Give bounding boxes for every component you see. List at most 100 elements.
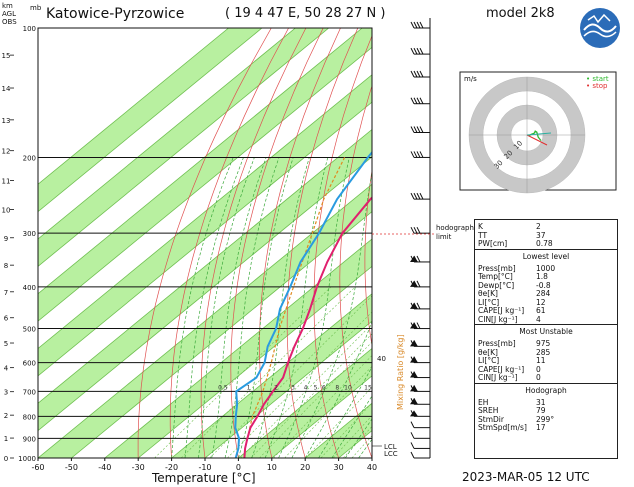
wind-barb-pennant xyxy=(410,356,418,363)
dry-adiabat xyxy=(286,28,359,458)
index-row-value: 2 xyxy=(536,222,541,231)
isotherm-line xyxy=(38,74,372,350)
index-row-value: 37 xyxy=(536,230,546,240)
station-coords: ( 19 4 47 E, 50 28 27 N ) xyxy=(225,6,386,21)
panel-separator xyxy=(475,248,617,250)
index-row: TT 37 xyxy=(478,231,614,240)
dry-adiabat xyxy=(617,28,634,458)
wind-barb-feather xyxy=(416,70,421,78)
moist-adiabat xyxy=(318,366,372,458)
wind-barb-pennant xyxy=(410,371,418,378)
wind-barb-feather xyxy=(416,255,421,263)
wind-barb-feather xyxy=(413,47,418,55)
wind-barb-feather xyxy=(413,126,418,133)
wind-barb-feather xyxy=(413,21,418,29)
most-unstable-row: Press[mb] 975 xyxy=(478,339,614,348)
wind-barb-feather xyxy=(416,97,421,104)
wind-barb-feather xyxy=(413,151,418,158)
wind-barb-feather xyxy=(410,226,415,234)
lowest-level-row: CAPE[J kg⁻¹] 61 xyxy=(478,306,614,315)
wind-barb-feather xyxy=(416,322,421,329)
x-tick-label: -40 xyxy=(98,463,111,472)
most-unstable-row-key: CIN[J kg⁻¹] xyxy=(478,373,518,382)
dry-adiabat xyxy=(230,28,324,458)
wind-barb-feather xyxy=(410,97,415,104)
wind-barb-pennant xyxy=(410,398,418,405)
isotherm-line xyxy=(38,46,372,322)
wind-barb-feather xyxy=(419,70,424,78)
isotherm-line xyxy=(38,28,263,213)
wind-barb-feather xyxy=(419,21,424,29)
pressure-tick-label: 300 xyxy=(23,230,36,238)
imgw-logo-icon xyxy=(580,8,620,48)
pressure-tick-label: 1000 xyxy=(18,455,36,463)
hodograph-ring-label: 20 xyxy=(502,149,514,161)
temperature-curve xyxy=(243,196,372,458)
lowest-level-row-value: 284 xyxy=(536,289,551,298)
km-tick-label: 4 xyxy=(4,365,9,373)
index-row-key: TT xyxy=(478,230,488,240)
lowest-level-row-value: 4 xyxy=(536,314,541,324)
x-tick-label: -20 xyxy=(165,463,178,472)
isotherm-line xyxy=(271,375,372,458)
wind-barb-feather xyxy=(416,280,421,288)
mixing-ratio-tick-label: 0.5 xyxy=(218,384,228,391)
km-tick-label: 3 xyxy=(4,389,8,397)
wind-barb-feather xyxy=(410,21,415,29)
km-tick-label: 11 xyxy=(2,178,11,186)
lowest-level-row-key: CAPE[J kg⁻¹] xyxy=(478,306,525,315)
unit-mb: mb xyxy=(30,4,42,12)
most-unstable-row: LI[°C] 11 xyxy=(478,356,614,365)
isotherm-line xyxy=(38,28,296,240)
mixing-ratio-tick-label: 8 xyxy=(335,384,339,391)
most-unstable-title: Most Unstable xyxy=(519,327,573,336)
most-unstable-row-value: 11 xyxy=(536,356,546,365)
pressure-tick-label: 100 xyxy=(23,25,36,33)
hodograph-ring-label: 30 xyxy=(493,159,505,171)
lowest-level-row-value: 1000 xyxy=(536,263,556,273)
isotherm-line xyxy=(38,183,372,458)
plot-area xyxy=(38,28,634,458)
wind-barb-feather xyxy=(419,192,424,200)
hodograph-start-label: • start xyxy=(586,75,609,83)
lowest-level-row-key: Dewp[°C] xyxy=(478,280,515,290)
lowest-level-row: Temp[°C] 1.8 xyxy=(478,272,614,281)
wind-barb-pennant xyxy=(410,302,418,309)
wind-barb-feather xyxy=(410,151,415,158)
moist-adiabat xyxy=(331,395,372,458)
hodograph-ring-label: 10 xyxy=(512,139,524,151)
wind-barb-feather xyxy=(410,70,415,78)
panel-separator xyxy=(475,382,617,384)
wind-barb-feather xyxy=(416,302,421,310)
wind-barb-feather xyxy=(413,70,418,78)
mixing-ratio-tick-label: 1 xyxy=(247,384,251,391)
km-tick-label: 8 xyxy=(4,262,8,270)
moist-adiabat xyxy=(345,418,372,458)
x-tick-label: -60 xyxy=(31,463,44,472)
lowest-level-row-value: 1.8 xyxy=(536,272,548,281)
index-row-key: K xyxy=(478,222,483,231)
km-tick-label: 6 xyxy=(4,315,9,323)
index-row: PW[cm] 0.78 xyxy=(478,239,614,248)
hodograph-row: SREH 79 xyxy=(478,406,614,415)
hodograph-stop-label: • stop xyxy=(586,82,608,90)
lowest-level-row-key: Press[mb] xyxy=(478,263,516,273)
mixing-ratio-tick-label: 10 xyxy=(344,384,352,391)
hodograph-row-key: StmSpd[m/s] xyxy=(478,423,527,432)
lowest-level-row: θe[K] 284 xyxy=(478,289,614,298)
km-tick-label: 12 xyxy=(2,148,11,156)
mixing-ratio-label: Mixing Ratio [g/kg] xyxy=(396,334,405,410)
wind-barb-pennant xyxy=(410,255,418,262)
model-label: model 2k8 xyxy=(486,6,555,21)
lowest-level-row-key: Temp[°C] xyxy=(478,272,513,281)
hodograph-row-key: EH xyxy=(478,397,489,407)
dry-adiabat xyxy=(364,168,372,348)
wind-barb-feather xyxy=(410,421,415,428)
unit-agl: AGL xyxy=(2,10,16,18)
valid-date: 2023-MAR-05 12 UTC xyxy=(462,470,590,484)
x-tick-label: 30 xyxy=(334,463,344,472)
most-unstable-row: θe[K] 285 xyxy=(478,348,614,357)
lowest-level-row-value: -0.8 xyxy=(536,280,551,290)
wind-barb-feather xyxy=(416,192,421,200)
